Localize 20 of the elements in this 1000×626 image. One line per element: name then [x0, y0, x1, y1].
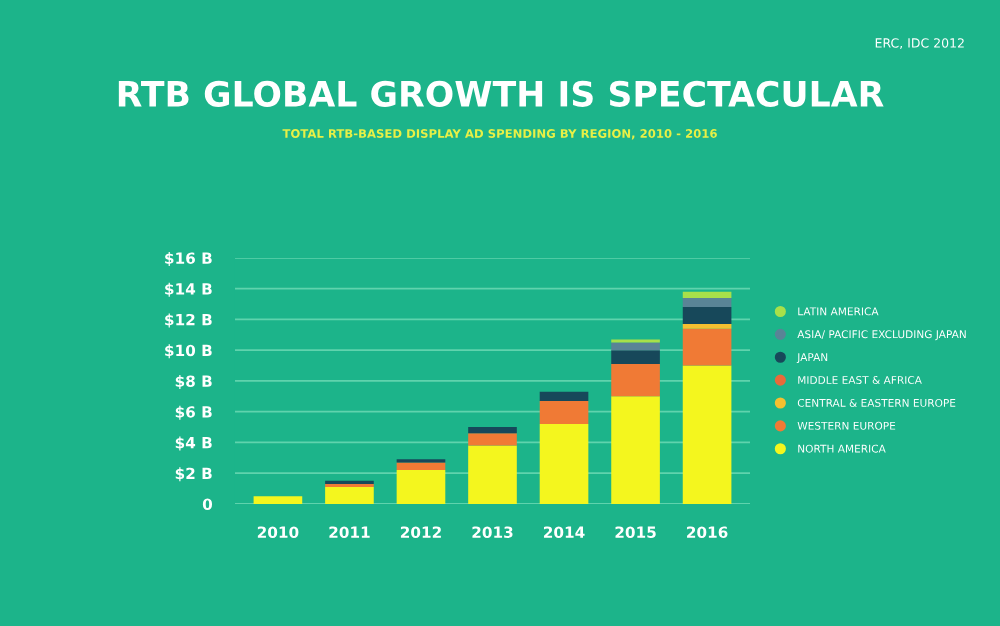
bar: [396, 462, 446, 471]
bar: [682, 365, 732, 504]
bar: [253, 496, 303, 504]
bar: [325, 487, 374, 504]
bar: [611, 350, 660, 365]
bar: [611, 396, 660, 504]
chart-title: RTB GLOBAL GROWTH IS SPECTACULAR: [118, 80, 884, 107]
bar: [396, 470, 446, 504]
bar: [682, 297, 732, 308]
bar: [468, 445, 517, 504]
bar: [539, 400, 589, 424]
bar: [468, 427, 517, 434]
bar: [539, 423, 589, 504]
bar: [682, 328, 732, 366]
bar: [611, 342, 660, 351]
bar: [682, 291, 732, 298]
bar: [468, 433, 517, 446]
bar: [682, 307, 732, 325]
bar: [611, 364, 660, 397]
bar: [539, 391, 589, 401]
